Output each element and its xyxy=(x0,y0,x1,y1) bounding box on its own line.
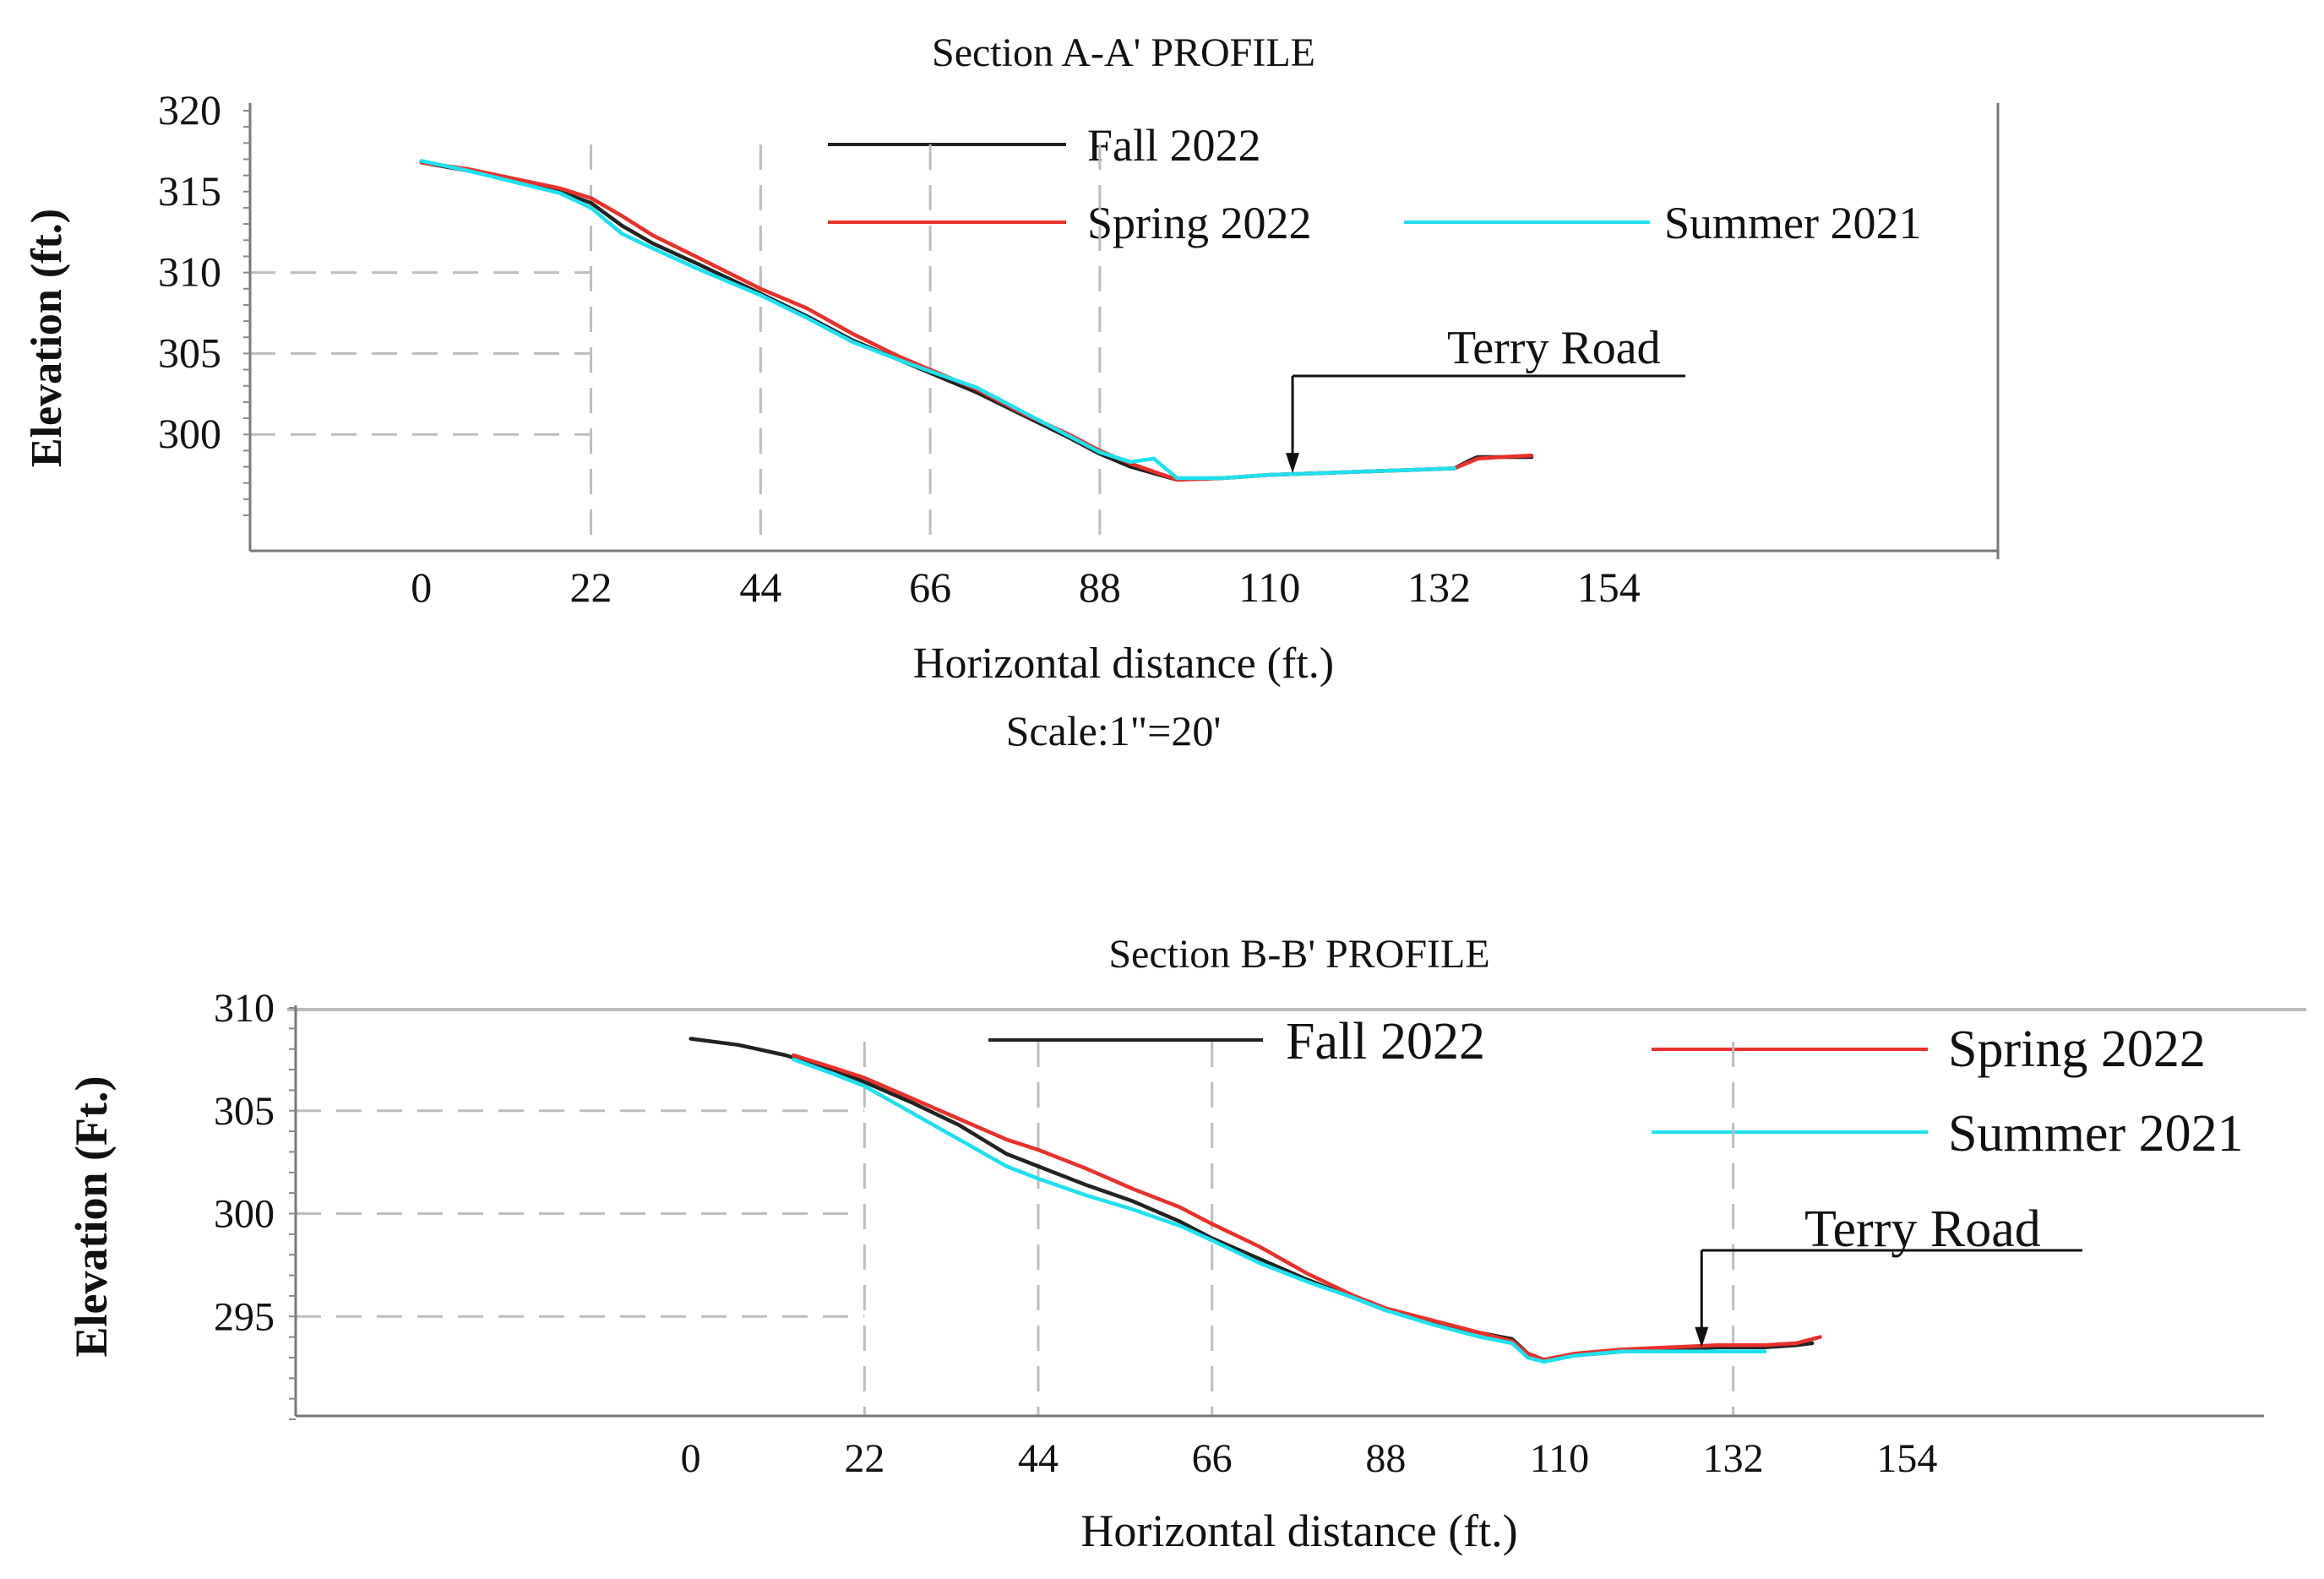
x-tick-label: 22 xyxy=(844,1436,884,1481)
chart-b-xlabel: Horizontal distance (ft.) xyxy=(1080,1505,1517,1556)
chart-a-gridlines xyxy=(250,144,1102,551)
legend-b-spring-label: Spring 2022 xyxy=(1948,1021,2206,1078)
y-tick-label: 295 xyxy=(214,1294,275,1339)
y-tick-label: 305 xyxy=(158,329,221,376)
y-tick-label: 300 xyxy=(214,1192,275,1237)
x-tick-label: 0 xyxy=(411,564,432,611)
x-tick-label: 110 xyxy=(1238,564,1300,611)
chart-a-axes xyxy=(243,103,2000,559)
chart-a-xlabel: Horizontal distance (ft.) xyxy=(913,640,1334,688)
chart-b-terry-road-annotation: Terry Road xyxy=(1695,1201,2082,1348)
chart-b-ylabel: Elevation (Ft.) xyxy=(66,1076,117,1358)
chart-a-x-ticks: 0 22 44 66 88 110 132 154 xyxy=(411,564,1640,611)
x-tick-label: 110 xyxy=(1530,1436,1589,1481)
y-tick-label: 315 xyxy=(158,167,221,215)
x-tick-label: 132 xyxy=(1703,1436,1764,1481)
chart-a-scale-note: Scale:1"=20' xyxy=(1006,707,1222,754)
series-line-fall-2022 xyxy=(688,1037,1815,1362)
x-tick-label: 22 xyxy=(570,564,612,611)
terry-road-b-arrowhead xyxy=(1695,1326,1709,1348)
x-tick-label: 44 xyxy=(1018,1436,1059,1481)
chart-a-terry-road-annotation: Terry Road xyxy=(1286,322,1685,474)
y-tick-label: 310 xyxy=(158,248,221,296)
section-a-chart: Section A-A' PROFILE Fall 2022 Spring 20… xyxy=(23,30,2000,754)
y-tick-label: 300 xyxy=(158,410,221,457)
x-tick-label: 88 xyxy=(1365,1436,1406,1481)
x-tick-label: 132 xyxy=(1407,564,1471,611)
chart-a-title: Section A-A' PROFILE xyxy=(932,30,1315,75)
chart-b-gridlines xyxy=(296,1042,1735,1416)
y-tick-label: 320 xyxy=(158,86,221,133)
series-line-spring-2022 xyxy=(419,161,1534,482)
legend-a-fall-label: Fall 2022 xyxy=(1087,120,1261,171)
chart-a-y-ticks: 300 305 310 315 320 xyxy=(158,86,221,457)
series-line-fall-2022 xyxy=(419,161,1534,482)
x-tick-label: 154 xyxy=(1876,1436,1937,1481)
legend-b-fall-label: Fall 2022 xyxy=(1286,1013,1485,1070)
x-tick-label: 66 xyxy=(1192,1436,1233,1481)
series-line-summer-2021 xyxy=(419,159,1456,481)
legend-b-summer-label: Summer 2021 xyxy=(1948,1105,2244,1162)
series-line-summer-2021 xyxy=(791,1057,1767,1364)
x-tick-label: 0 xyxy=(681,1436,701,1481)
section-b-chart: Section B-B' PROFILE Fall 2022 Spring 20… xyxy=(66,932,2306,1556)
x-tick-label: 154 xyxy=(1577,564,1641,611)
chart-b-title: Section B-B' PROFILE xyxy=(1108,932,1489,977)
y-tick-label: 310 xyxy=(214,986,275,1031)
chart-b-series xyxy=(688,1037,1822,1364)
y-tick-label: 305 xyxy=(214,1089,275,1134)
chart-a-legend: Fall 2022 Spring 2022 Summer 2021 xyxy=(828,120,1922,248)
terry-road-b-label: Terry Road xyxy=(1804,1201,2041,1258)
terry-road-a-label: Terry Road xyxy=(1447,322,1661,374)
terry-road-a-arrowhead xyxy=(1286,453,1300,474)
chart-a-series xyxy=(419,159,1534,482)
chart-b-axes xyxy=(289,1005,2264,1420)
x-tick-label: 44 xyxy=(739,564,781,611)
x-tick-label: 66 xyxy=(909,564,951,611)
legend-a-spring-label: Spring 2022 xyxy=(1087,198,1312,248)
chart-a-ylabel: Elevation (ft.) xyxy=(23,209,71,467)
chart-b-y-ticks: 295 300 305 310 xyxy=(214,986,275,1339)
x-tick-label: 88 xyxy=(1079,564,1121,611)
legend-a-summer-label: Summer 2021 xyxy=(1664,198,1922,248)
series-line-spring-2022 xyxy=(791,1053,1822,1362)
chart-b-x-ticks: 0 22 44 66 88 110 132 154 xyxy=(681,1436,1938,1481)
chart-b-legend: Fall 2022 Spring 2022 Summer 2021 xyxy=(988,1013,2244,1162)
